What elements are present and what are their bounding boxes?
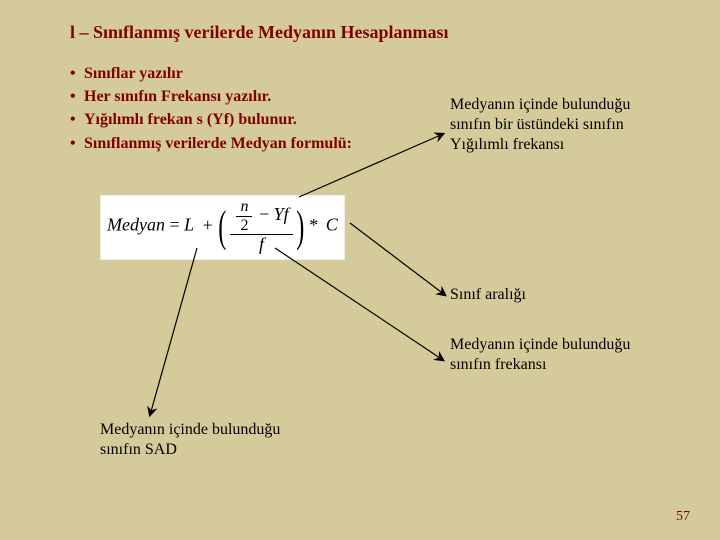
formula-minus: −	[259, 204, 274, 224]
slide-title: l – Sınıflanmış verilerde Medyanın Hesap…	[70, 22, 449, 43]
annotation-f: Medyanın içinde bulunduğu sınıfın frekan…	[450, 335, 660, 375]
list-item-text: Her sınıfın Frekansı yazılır.	[84, 85, 271, 108]
formula-Yf: Yf	[274, 204, 289, 224]
page-number: 57	[676, 509, 690, 525]
bullet-dot-icon: •	[70, 62, 84, 85]
formula-lhs: Medyan	[107, 215, 165, 235]
formula-L: L	[184, 215, 194, 235]
formula-C: C	[326, 215, 338, 235]
bullet-dot-icon: •	[70, 85, 84, 108]
list-item: • Sınıflar yazılır	[70, 62, 352, 85]
inner-fraction: n 2	[236, 198, 252, 234]
formula-f: f	[259, 234, 264, 254]
annotation-l: Medyanın içinde bulunduğu sınıfın SAD	[100, 420, 310, 460]
formula-two: 2	[236, 217, 252, 235]
left-paren-icon: (	[219, 205, 227, 249]
formula-plus: +	[199, 215, 217, 235]
list-item-text: Yığılımlı frekan s (Yf) bulunur.	[84, 108, 297, 131]
annotation-yf: Medyanın içinde bulunduğu sınıfın bir üs…	[450, 95, 660, 155]
bullet-list: • Sınıflar yazılır • Her sınıfın Frekans…	[70, 62, 352, 155]
list-item-text: Sınıflar yazılır	[84, 62, 183, 85]
formula-star: *	[306, 215, 321, 235]
median-formula: Medyan = L + ( n 2 − Yf f ) * C	[100, 195, 345, 260]
arrow-line	[275, 248, 443, 360]
arrow-line	[150, 248, 197, 415]
list-item: • Sınıflanmış verilerde Medyan formulü:	[70, 132, 352, 155]
bullet-dot-icon: •	[70, 132, 84, 155]
arrow-line	[350, 223, 445, 295]
formula-n: n	[240, 198, 248, 215]
outer-fraction: n 2 − Yf f	[230, 198, 292, 255]
right-paren-icon: )	[296, 205, 304, 249]
list-item-text: Sınıflanmış verilerde Medyan formulü:	[84, 132, 352, 155]
formula-equals: =	[169, 215, 184, 235]
annotation-c: Sınıf aralığı	[450, 285, 526, 305]
bullet-dot-icon: •	[70, 108, 84, 131]
list-item: • Her sınıfın Frekansı yazılır.	[70, 85, 352, 108]
list-item: • Yığılımlı frekan s (Yf) bulunur.	[70, 108, 352, 131]
